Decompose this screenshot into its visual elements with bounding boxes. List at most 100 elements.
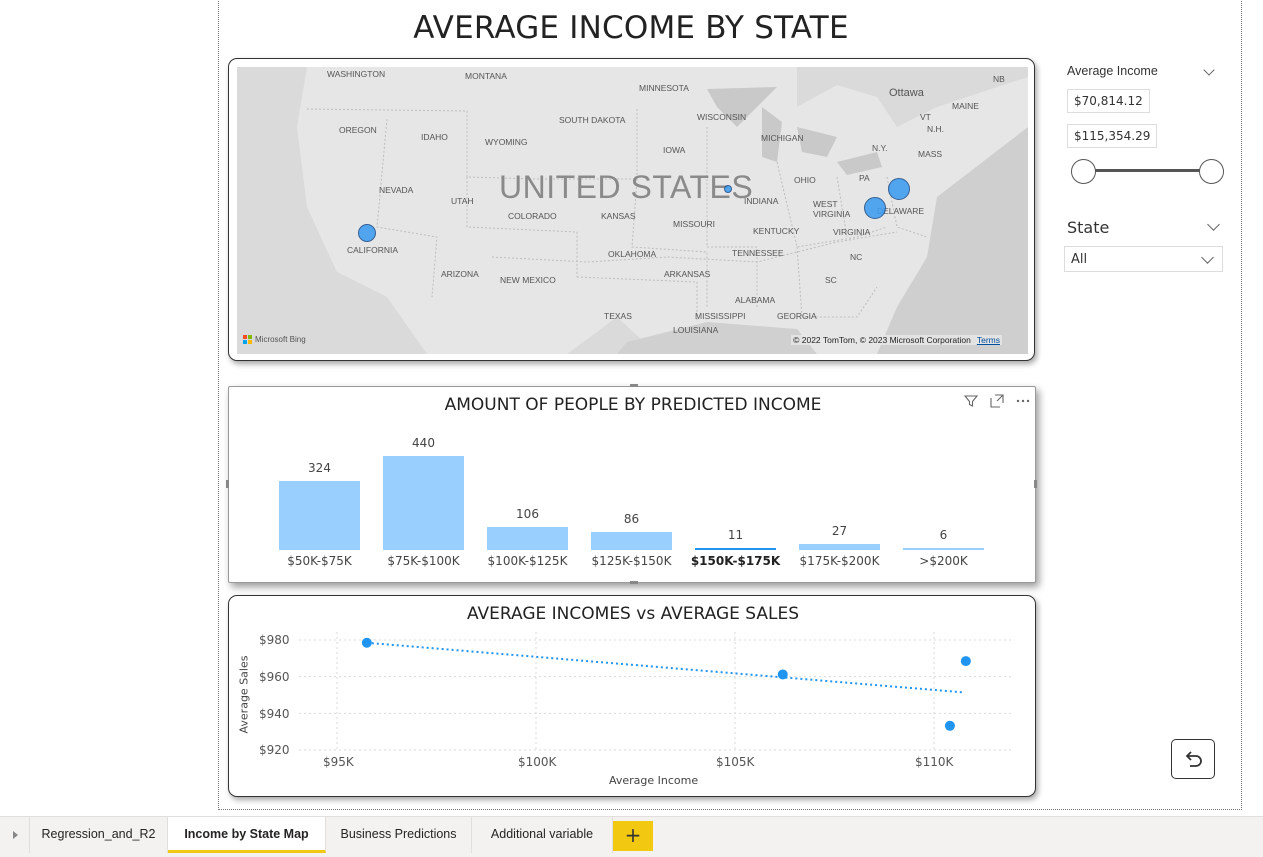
map-visual[interactable]: WASHINGTON MONTANA MINNESOTA WISCONSIN M…: [228, 58, 1035, 361]
bar[interactable]: [591, 531, 672, 550]
y-tick-label: $940: [259, 707, 290, 721]
state-label: MASS: [918, 149, 943, 159]
slider-max-handle[interactable]: [1199, 159, 1224, 184]
bar[interactable]: [383, 456, 464, 550]
x-tick-label: $100K: [518, 755, 557, 769]
scatter-chart-title: AVERAGE INCOMES vs AVERAGE SALES: [466, 604, 799, 624]
bar[interactable]: [695, 547, 776, 550]
map-copyright: © 2022 TomTom, © 2023 Microsoft Corporat…: [791, 335, 1002, 345]
undo-arrow-icon: [1185, 751, 1202, 767]
tab-income-by-state-map[interactable]: Income by State Map: [168, 817, 326, 853]
x-tick-label: $95K: [323, 755, 354, 769]
country-label: UNITED STATES: [499, 169, 754, 205]
bar-category-label: $75K-$100K: [387, 554, 460, 568]
chevron-down-icon: [1201, 251, 1214, 264]
state-label: NEW MEXICO: [500, 275, 556, 285]
back-button[interactable]: [1171, 739, 1215, 779]
chevron-down-icon[interactable]: [1203, 64, 1215, 76]
scatter-point[interactable]: [777, 669, 788, 680]
state-label: NC: [850, 252, 863, 262]
state-label: TEXAS: [604, 311, 632, 321]
x-tick-label: $105K: [716, 755, 755, 769]
map-bubble[interactable]: [724, 185, 732, 193]
bar-value-label: 440: [412, 436, 435, 450]
state-label: KENTUCKY: [753, 226, 800, 236]
slider-min-handle[interactable]: [1071, 159, 1096, 184]
map-bubble[interactable]: [864, 197, 886, 219]
state-dropdown[interactable]: All: [1064, 246, 1223, 272]
resize-handle[interactable]: [1034, 480, 1037, 488]
state-label: NEVADA: [379, 185, 414, 195]
map-background: [237, 67, 1028, 354]
state-label: CALIFORNIA: [347, 245, 399, 255]
microsoft-logo-icon: [243, 335, 252, 344]
state-label: VT: [920, 112, 931, 122]
focus-mode-icon[interactable]: [989, 393, 1005, 409]
bar-chart-visual[interactable]: AMOUNT OF PEOPLE BY PREDICTED INCOME 324…: [226, 384, 1037, 584]
bing-label: Microsoft Bing: [255, 335, 306, 344]
state-label: OKLAHOMA: [608, 249, 657, 259]
state-label: OHIO: [794, 175, 816, 185]
state-label: TENNESSEE: [732, 248, 784, 258]
bar-value-label: 324: [308, 460, 331, 475]
scatter-chart-visual[interactable]: AVERAGE INCOMES vs AVERAGE SALES $980 $9…: [228, 595, 1036, 797]
bar-category-label: $175K-$200K: [799, 554, 880, 568]
scatter-point[interactable]: [944, 720, 955, 731]
add-page-button[interactable]: +: [613, 821, 653, 851]
income-slicer-header[interactable]: Average Income: [1067, 64, 1223, 78]
state-label: LOUISIANA: [673, 325, 719, 335]
state-label: GEORGIA: [777, 311, 817, 321]
state-slicer-title: State: [1067, 218, 1110, 237]
scatter-point[interactable]: [960, 656, 971, 667]
state-label: IDAHO: [421, 132, 448, 142]
state-label: MISSISSIPPI: [695, 311, 746, 321]
trend-line: [366, 641, 962, 694]
page-tab-bar: Regression_and_R2 Income by State Map Bu…: [0, 816, 1263, 857]
income-slicer-title: Average Income: [1067, 64, 1158, 78]
y-tick-label: $960: [259, 670, 290, 684]
state-label: SC: [825, 275, 837, 285]
tab-business-predictions[interactable]: Business Predictions: [326, 817, 472, 853]
scatter-point[interactable]: [361, 637, 372, 648]
bar-category-label: $50K-$75K: [287, 554, 352, 568]
map-area[interactable]: WASHINGTON MONTANA MINNESOTA WISCONSIN M…: [237, 67, 1028, 354]
resize-handle[interactable]: [630, 384, 638, 387]
bar-value-label: 86: [623, 511, 640, 526]
y-tick-label: $920: [259, 743, 290, 757]
state-label: MISSOURI: [673, 219, 716, 229]
income-max-input[interactable]: $115,354.29: [1067, 124, 1158, 148]
state-label: ALABAMA: [735, 295, 776, 305]
bar[interactable]: [903, 548, 984, 550]
bar-category-label: $125K-$150K: [591, 554, 672, 568]
y-tick-label: $980: [259, 633, 290, 647]
state-label: MONTANA: [465, 71, 507, 81]
map-bubble[interactable]: [358, 224, 376, 242]
map-bubble[interactable]: [888, 178, 910, 200]
resize-handle[interactable]: [226, 480, 229, 488]
state-label: VIRGINIA: [833, 227, 871, 237]
page-title: AVERAGE INCOME BY STATE: [413, 10, 849, 46]
state-label: COLORADO: [508, 211, 557, 221]
bar-value-label: 27: [831, 524, 848, 539]
tab-scroll-icon[interactable]: [13, 831, 18, 839]
income-min-input[interactable]: $70,814.12: [1067, 89, 1150, 113]
tab-additional-variable[interactable]: Additional variable: [472, 817, 613, 853]
bar-chart-title: AMOUNT OF PEOPLE BY PREDICTED INCOME: [444, 395, 822, 415]
state-label: PA: [859, 173, 870, 183]
bar-value-label: 6: [939, 528, 948, 542]
bing-attribution: Microsoft Bing: [243, 335, 306, 344]
filter-icon[interactable]: [963, 393, 979, 409]
more-options-icon[interactable]: [1015, 393, 1031, 409]
state-label: INDIANA: [744, 196, 779, 206]
tab-regression[interactable]: Regression_and_R2: [29, 817, 168, 853]
state-label: KANSAS: [601, 211, 636, 221]
state-label: UTAH: [451, 196, 474, 206]
bar[interactable]: [799, 544, 880, 550]
income-slider-track[interactable]: [1083, 169, 1211, 172]
terms-link[interactable]: Terms: [976, 335, 1000, 345]
state-label: DELAWARE: [877, 206, 925, 216]
resize-handle[interactable]: [630, 581, 638, 584]
bar[interactable]: [279, 480, 360, 550]
state-label: NB: [993, 74, 1005, 84]
bar[interactable]: [487, 527, 568, 550]
